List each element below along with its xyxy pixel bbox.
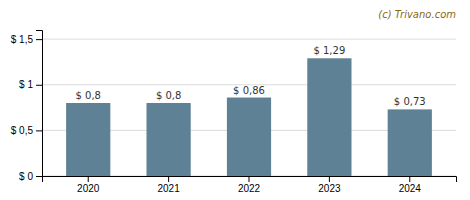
plot-area: $ 0 $ 0,5 $ 1 $ 1,5 2020 2021 2022 2023 2024 $ 0,… [11, 31, 457, 195]
tick: $ 0,5 [11, 125, 42, 136]
data-labels: $ 0,8 $ 0,8 $ 0,86 $ 1,29 $ 0,73 [75, 45, 425, 107]
watermark: (c) Trivano.com [378, 9, 456, 20]
tick-label: $ 0,5 [11, 125, 34, 136]
data-label: $ 0,8 [75, 90, 100, 101]
data-label: $ 0,8 [156, 90, 181, 101]
tick-mark [409, 176, 410, 182]
tick: 2024 [399, 176, 422, 194]
tick: $ 1,5 [11, 34, 42, 45]
tick: 2021 [157, 176, 180, 194]
tick-mark [36, 39, 42, 40]
tick-mark [329, 176, 330, 182]
data-label: $ 0,73 [394, 96, 426, 107]
tick-mark [88, 176, 89, 182]
grid-line [42, 39, 456, 40]
bar [227, 98, 271, 176]
bars [66, 58, 432, 176]
x-axis: 2020 2021 2022 2023 2024 [43, 176, 457, 194]
tick: $ 1 [19, 79, 42, 90]
tick-mark [36, 176, 42, 177]
tick-label: $ 1,5 [11, 34, 34, 45]
tick-label: 2023 [318, 183, 341, 194]
axis-line [43, 177, 457, 183]
tick-label: 2022 [238, 183, 261, 194]
tick: 2020 [77, 176, 100, 194]
tick: 2022 [238, 176, 261, 194]
chart-svg: $ 0 $ 0,5 $ 1 $ 1,5 2020 2021 2022 2023 2024 $ 0,… [0, 0, 470, 200]
bar [307, 58, 351, 176]
tick-label: 2021 [157, 183, 180, 194]
tick-mark [36, 130, 42, 131]
tick-label: $ 1 [19, 79, 33, 90]
tick-label: 2024 [399, 183, 422, 194]
chart-container: $ 0 $ 0,5 $ 1 $ 1,5 2020 2021 2022 2023 2024 $ 0,… [0, 0, 470, 200]
data-label: $ 0,86 [233, 85, 265, 96]
bar [147, 103, 191, 176]
tick: $ 0 [19, 171, 42, 182]
tick-mark [249, 176, 250, 182]
grid [42, 39, 456, 176]
tick-mark [168, 176, 169, 182]
bar [66, 103, 110, 176]
bar [388, 109, 432, 176]
y-axis: $ 0 $ 0,5 $ 1 $ 1,5 [11, 31, 43, 182]
tick: 2023 [318, 176, 341, 194]
tick-label: $ 0 [19, 171, 33, 182]
tick-label: 2020 [77, 183, 100, 194]
tick-mark [36, 85, 42, 86]
data-label: $ 1,29 [313, 45, 345, 56]
axis-line [36, 31, 43, 177]
